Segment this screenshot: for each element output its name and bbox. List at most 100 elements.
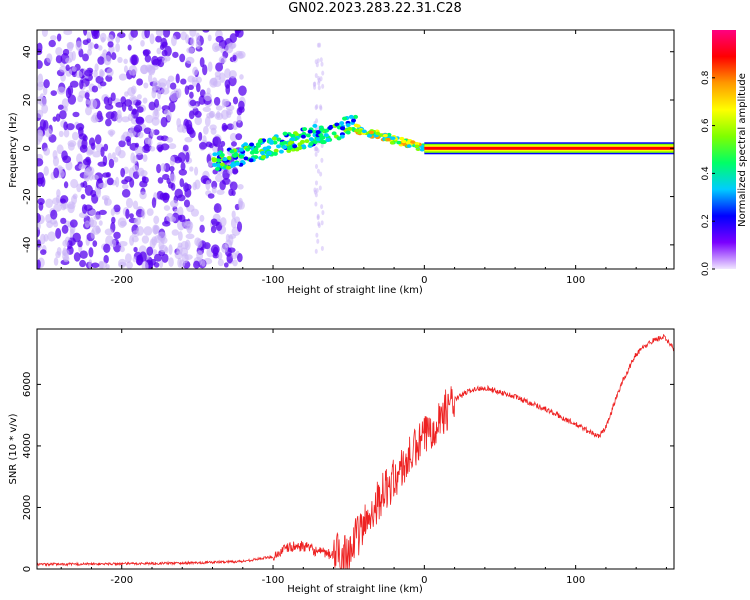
spectrogram-track-point — [339, 121, 345, 126]
spectrogram-noise-blob — [186, 47, 195, 54]
spectrogram-noise-blob — [180, 78, 187, 85]
spectrogram-noise-blob — [234, 30, 242, 34]
spectrogram-frame — [36, 29, 675, 270]
spectrogram-noise-blob — [62, 202, 69, 210]
spectrogram-noise-blob — [120, 167, 126, 178]
spectrogram-noise-blob — [212, 246, 219, 257]
spectrogram-noise-blob — [61, 98, 69, 109]
snr-ytick-label: 2000 — [22, 495, 33, 520]
spectrogram-noise-blob — [221, 243, 229, 253]
colorbar-gradient — [712, 30, 736, 269]
spectrogram-noise-blob — [63, 121, 68, 131]
spectrogram-noise-blob — [78, 163, 86, 170]
spectrogram-noise-blob — [158, 78, 168, 87]
spectrogram-noise-blob — [184, 220, 194, 231]
spectrogram-noise-blob — [75, 71, 83, 79]
spectrogram-noise-blob — [72, 193, 78, 200]
spectrogram-ytick-label: -20 — [22, 188, 33, 204]
spectrogram-noise-blob — [214, 45, 223, 51]
spectrogram-track-point — [226, 165, 232, 170]
spectrogram-noise-blob — [140, 39, 145, 47]
spectrogram-noise-blob — [93, 43, 99, 50]
spectrogram-noise-blob — [196, 250, 204, 261]
spectrogram-track-point — [382, 133, 388, 138]
spectrogram-track-point — [238, 154, 244, 159]
spectrogram-noise-blob — [160, 163, 166, 172]
spectrogram-noise-blob — [189, 91, 194, 99]
spectrogram-track-point — [419, 147, 425, 152]
spectrogram-noise-blob — [37, 109, 44, 119]
spectrogram-noise-blob — [137, 131, 144, 139]
spectrogram-noise-blob — [161, 253, 169, 263]
spectrogram-noise-blob — [67, 94, 77, 105]
spectrogram-noise-blob — [55, 227, 62, 239]
spectrogram-noise-blob — [193, 260, 200, 269]
spectrogram-streak — [320, 61, 324, 67]
spectrogram-noise-blob — [120, 134, 126, 142]
spectrogram-noise-blob — [52, 116, 57, 122]
spectrogram-noise-blob — [90, 189, 97, 198]
spectrogram-noise-blob — [202, 106, 212, 112]
spectrogram-track-point — [287, 145, 293, 150]
snr-xtick-label: 0 — [421, 575, 427, 586]
spectrogram-noise-blob — [75, 123, 85, 131]
spectrogram-noise-blob — [119, 246, 125, 253]
spectrogram-noise-blob — [134, 142, 140, 148]
spectrogram-streak — [319, 171, 323, 177]
spectrogram-track-point — [354, 128, 360, 133]
spectrogram-noise-blob — [127, 113, 134, 122]
spectrogram-noise-blob — [97, 56, 105, 65]
spectrogram-noise-blob — [124, 253, 132, 263]
spectrogram-streak — [319, 104, 323, 110]
spectrogram-noise-blob — [61, 224, 69, 234]
spectrogram-noise-blob — [212, 80, 222, 87]
spectrogram-noise-blob — [208, 143, 214, 149]
spectrogram-noise-blob — [188, 110, 195, 120]
spectrogram-noise-blob — [177, 194, 186, 202]
spectrogram-noise-blob — [224, 68, 231, 79]
spectrogram-noise-blob — [225, 84, 231, 95]
spectrogram-xlabel: Height of straight line (km) — [287, 285, 423, 296]
spectrogram-noise-blob — [189, 166, 194, 172]
spectrogram-noise-blob — [43, 147, 51, 156]
spectrogram-noise-blob — [146, 208, 154, 216]
spectrogram-noise-blob — [159, 259, 164, 268]
spectrogram-streak — [314, 163, 318, 169]
spectrogram-track-point — [219, 162, 225, 167]
spectrogram-noise-blob — [113, 231, 121, 240]
spectrogram-track-point — [268, 140, 274, 145]
spectrogram-noise-blob — [181, 125, 187, 134]
spectrogram-noise-blob — [50, 209, 58, 220]
spectrogram-noise-blob — [227, 168, 233, 175]
spectrogram-noise-blob — [113, 156, 119, 163]
spectrogram-noise-blob — [156, 135, 165, 141]
spectrogram-noise-blob — [155, 30, 164, 37]
figure-title: GN02.2023.283.22.31.C28 — [288, 1, 462, 16]
spectrogram-track-point — [311, 129, 317, 134]
spectrogram-noise-blob — [129, 235, 135, 246]
spectrogram-noise-blob — [146, 246, 154, 256]
spectrogram-noise-blob — [230, 141, 237, 147]
spectrogram-noise-blob — [115, 43, 120, 53]
spectrogram-noise-blob — [103, 243, 111, 253]
spectrogram-track-point — [261, 154, 267, 159]
spectrogram-noise-blob — [231, 167, 239, 175]
spectrogram-noise-blob — [179, 247, 189, 257]
spectrogram-noise-blob — [71, 66, 77, 72]
spectrogram-noise-blob — [231, 210, 236, 219]
spectrogram-noise-blob — [98, 182, 108, 189]
spectrogram-track-point — [287, 141, 293, 146]
spectrogram-noise-blob — [141, 235, 150, 244]
spectrogram-noise-blob — [171, 35, 177, 47]
spectrogram-streak — [316, 215, 320, 221]
spectrogram-noise-blob — [184, 136, 193, 143]
spectrogram-noise-blob — [169, 199, 179, 208]
spectrogram-noise-blob — [43, 233, 49, 242]
spectrogram-noise-blob — [56, 188, 61, 198]
spectrogram-noise-blob — [222, 124, 229, 131]
spectrogram-noise-blob — [118, 240, 128, 247]
spectrogram-track-point — [276, 144, 282, 149]
spectrogram-noise-blob — [115, 36, 121, 44]
spectrogram-noise-blob — [61, 249, 70, 257]
